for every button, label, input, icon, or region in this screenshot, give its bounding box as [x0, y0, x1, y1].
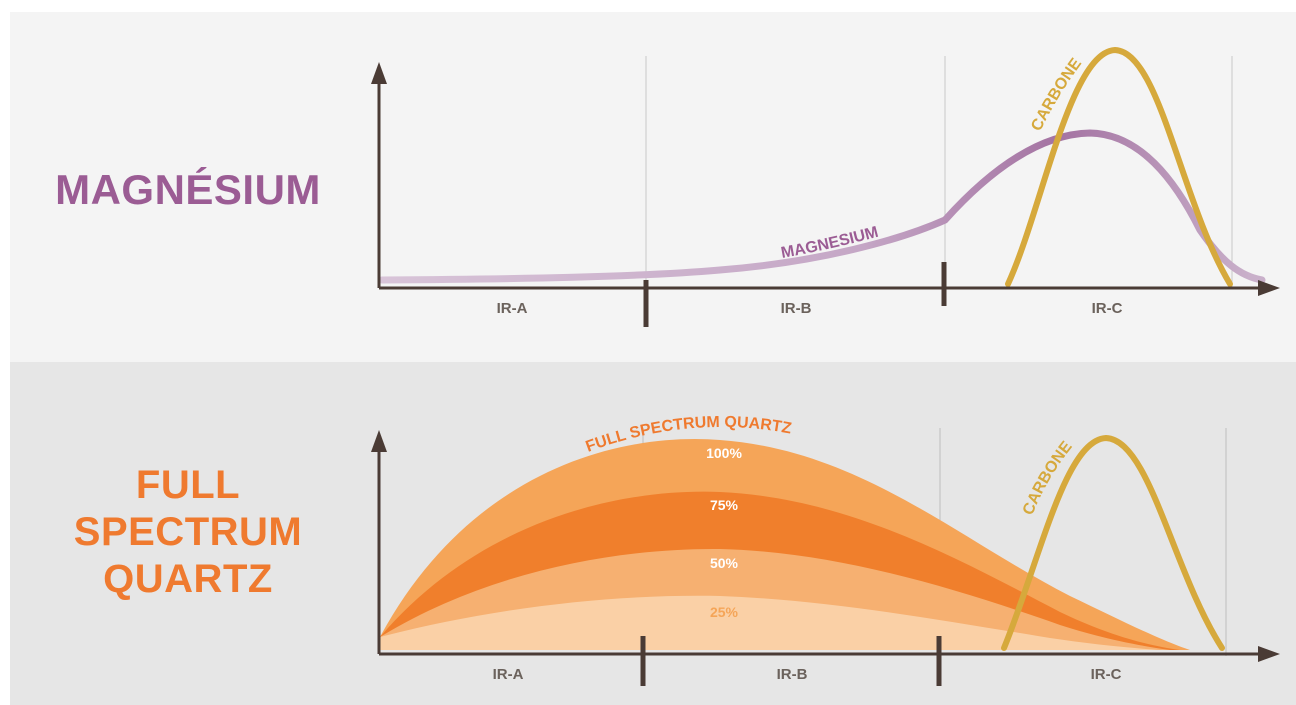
bottom-band-ir-b: IR-B	[777, 666, 808, 683]
bottom-band-ir-c: IR-C	[1091, 666, 1122, 683]
top-y-arrow	[371, 62, 387, 84]
bottom-x-arrow	[1258, 646, 1280, 662]
carbone-curve-top	[1005, 46, 1233, 287]
level-50-label: 50%	[710, 555, 739, 571]
bottom-y-arrow	[371, 430, 387, 452]
quartz-title: FULL SPECTRUM QUARTZ	[48, 462, 328, 603]
level-100-label: 100%	[706, 445, 742, 461]
top-axes	[371, 62, 1280, 327]
quartz-title-line-2: SPECTRUM	[73, 510, 303, 554]
bottom-axes	[371, 430, 1280, 686]
quartz-band-25	[380, 595, 1160, 650]
top-band-ir-c: IR-C	[1092, 300, 1123, 317]
top-band-ir-b: IR-B	[781, 300, 812, 317]
carbone-curve-bottom	[1001, 434, 1225, 651]
magnesium-curve	[378, 129, 1266, 284]
magnesium-title: MAGNÉSIUM	[55, 166, 321, 213]
top-x-arrow	[1258, 280, 1280, 296]
level-25-label: 25%	[710, 604, 739, 620]
top-band-ir-a: IR-A	[497, 300, 528, 317]
bottom-band-ir-a: IR-A	[493, 666, 524, 683]
level-75-label: 75%	[710, 497, 739, 513]
quartz-title-line-3: QUARTZ	[103, 557, 273, 601]
magnesium-panel	[10, 12, 1296, 362]
quartz-title-line-1: FULL	[135, 463, 241, 507]
top-gridlines	[645, 56, 1233, 288]
